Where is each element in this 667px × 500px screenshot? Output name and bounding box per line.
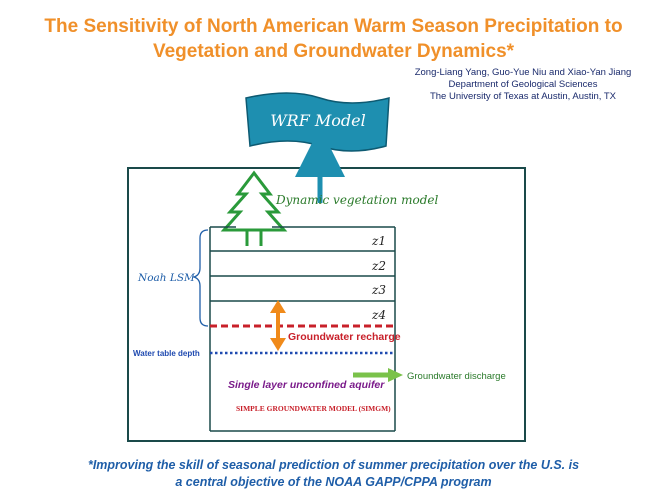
author-university: The University of Texas at Austin, Austi…: [429, 91, 617, 102]
wrf-model-banner: WRF Model: [245, 92, 390, 152]
aquifer-label: Single layer unconfined aquifer: [228, 379, 385, 391]
outer-box: [127, 167, 526, 442]
discharge-arrow: [353, 368, 403, 382]
layer-label-z4: z4: [371, 308, 386, 322]
recharge-arrow: [270, 300, 286, 351]
dynamic-vegetation-label: Dynamic vegetation model: [275, 193, 438, 207]
tree-icon: [220, 170, 288, 246]
noah-lsm-brace: [191, 229, 209, 327]
noah-lsm-label: Noah LSM: [137, 272, 195, 284]
author-block: Zong-Liang Yang, Guo-Yue Niu and Xiao-Ya…: [403, 67, 643, 103]
layer-label-z1: z1: [371, 234, 386, 248]
layer-label-z3: z3: [371, 283, 386, 297]
groundwater-discharge-label: Groundwater discharge: [407, 371, 506, 382]
groundwater-recharge-label: Groundwater recharge: [288, 331, 401, 343]
title-line-1: The Sensitivity of North American Warm S…: [44, 16, 623, 37]
title-line-2: Vegetation and Groundwater Dynamics*: [152, 41, 515, 62]
author-department: Department of Geological Sciences: [448, 79, 598, 90]
soil-layer-box: [209, 226, 396, 432]
wrf-model-label: WRF Model: [270, 111, 366, 130]
layer-label-z2: z2: [371, 259, 386, 273]
simgm-label: SIMPLE GROUNDWATER MODEL (SIMGM): [236, 404, 391, 413]
footnote: *Improving the skill of seasonal predict…: [0, 457, 667, 491]
author-names: Zong-Liang Yang, Guo-Yue Niu and Xiao-Ya…: [414, 67, 632, 78]
page-title: The Sensitivity of North American Warm S…: [0, 14, 667, 64]
water-table-label: Water table depth: [133, 349, 200, 358]
footnote-line-2: a central objective of the NOAA GAPP/CPP…: [175, 475, 492, 489]
footnote-line-1: *Improving the skill of seasonal predict…: [87, 458, 580, 472]
